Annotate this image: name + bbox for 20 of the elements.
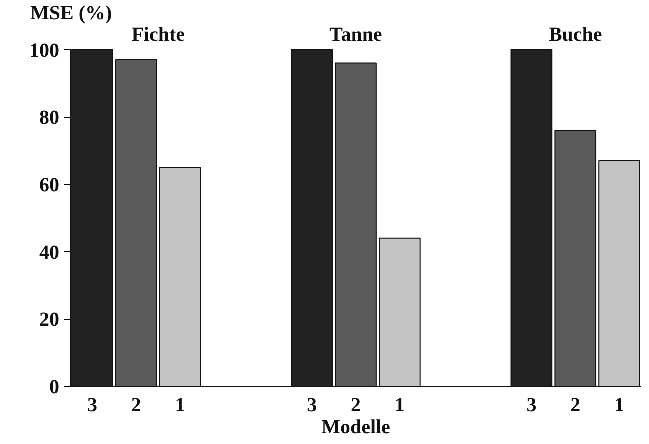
x-tick-label: 1 [175, 394, 186, 416]
x-tick-label: 2 [351, 394, 361, 416]
y-axis-title: MSE (%) [30, 2, 112, 24]
x-tick-label: 3 [526, 394, 537, 416]
y-tick-label: 20 [40, 309, 60, 332]
x-tick-label: 2 [570, 394, 581, 416]
text: Fichte [132, 24, 186, 46]
x-tick-label: 2 [131, 394, 142, 416]
y-tick-label: 60 [40, 174, 60, 196]
y-tick-label: 0 [50, 376, 60, 398]
x-tick-label: 1 [394, 394, 405, 416]
x-axis-title: Modelle [322, 416, 391, 438]
y-tick-label: 100 [30, 40, 60, 62]
y-tick-label: 40 [40, 242, 60, 264]
x-tick-label: 1 [614, 394, 625, 416]
x-tick-label: 3 [87, 394, 98, 416]
y-tick-label: 80 [40, 107, 60, 130]
x-tick-label: 3 [307, 394, 318, 416]
text: Buche [548, 24, 602, 46]
text: Tanne [330, 24, 382, 46]
